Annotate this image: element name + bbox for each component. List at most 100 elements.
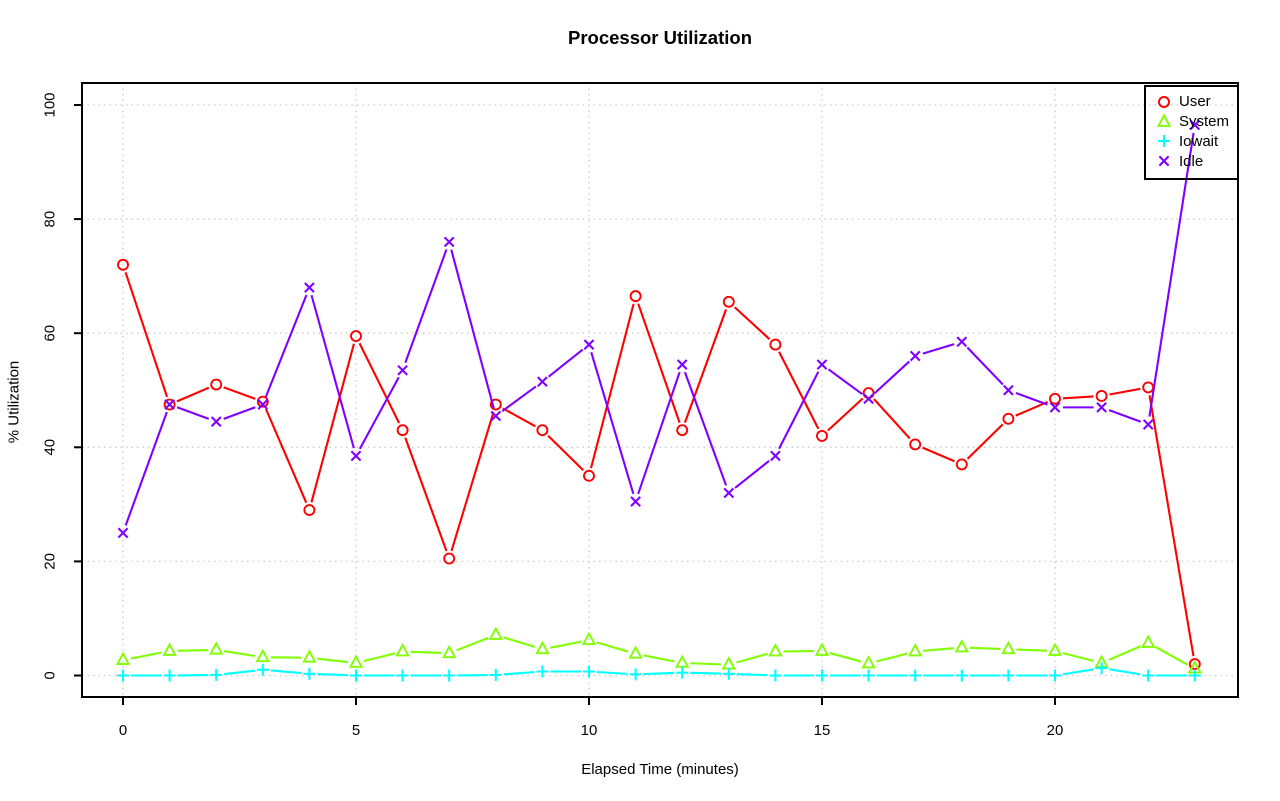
- series-idle: [117, 119, 1201, 539]
- y-tick-label: 20: [42, 553, 59, 570]
- plot-frame: [81, 82, 1239, 698]
- series-iowait-marker: [583, 665, 595, 678]
- series-idle-marker: [770, 450, 781, 462]
- series-user-marker: [1142, 381, 1155, 394]
- series-iowait-marker: [117, 669, 129, 682]
- legend-item-idle: Idle: [1155, 151, 1237, 171]
- series-idle-segment: [922, 343, 955, 355]
- legend-marker-user-icon: [1158, 95, 1170, 108]
- series-idle-marker: [117, 527, 129, 539]
- series-idle-segment: [310, 294, 355, 449]
- series-user-marker: [443, 552, 456, 565]
- x-tick-label: 15: [814, 722, 831, 739]
- x-tick-label: 0: [119, 722, 127, 739]
- series-idle-segment: [966, 346, 1004, 386]
- series-system-segment: [456, 636, 489, 652]
- series-iowait-marker: [443, 669, 456, 682]
- series-user-marker: [1049, 392, 1061, 405]
- series-user-segment: [966, 423, 1004, 460]
- legend-marker-user-glyph: [1158, 95, 1170, 108]
- y-tick-label: 0: [42, 671, 59, 679]
- series-idle-marker: [443, 236, 455, 248]
- series-idle-segment: [548, 348, 584, 378]
- series-user: [117, 258, 1201, 671]
- legend-label: System: [1179, 113, 1230, 131]
- series-system-marker: [768, 643, 783, 657]
- series-idle-marker: [397, 364, 408, 376]
- series-user-marker: [1002, 412, 1015, 425]
- series-user-segment: [223, 386, 256, 400]
- series-system-marker: [628, 645, 643, 659]
- series-idle-marker: [210, 416, 222, 427]
- series-iowait-segment: [224, 669, 255, 676]
- series-iowait-marker: [210, 668, 223, 681]
- series-iowait-marker: [955, 669, 968, 682]
- series-system-marker: [488, 626, 503, 640]
- series-system-segment: [223, 650, 256, 658]
- series-iowait-segment: [1109, 668, 1141, 676]
- series-system-marker: [814, 642, 830, 656]
- series-iowait-marker: [1188, 669, 1201, 682]
- series-iowait-marker: [909, 669, 922, 682]
- series-iowait-marker: [676, 666, 689, 679]
- series-user-segment: [1148, 395, 1195, 657]
- series-iowait-marker: [629, 668, 642, 681]
- series-iowait-marker: [1049, 669, 1061, 682]
- series-user-marker: [396, 424, 409, 437]
- legend-label: Iowait: [1179, 132, 1219, 150]
- series-user-marker: [163, 398, 176, 411]
- series-user-segment: [264, 408, 308, 504]
- series-system-segment: [130, 651, 162, 660]
- series-idle-marker: [1189, 119, 1201, 131]
- series-idle-marker: [630, 496, 641, 507]
- series-user-marker: [1188, 658, 1201, 671]
- series-idle-segment: [358, 376, 400, 450]
- series-system-marker: [861, 655, 876, 669]
- series-user-marker: [256, 395, 269, 408]
- y-tick-label: 60: [42, 325, 59, 342]
- series-system-marker: [1141, 634, 1156, 648]
- series-iowait-marker: [1002, 669, 1015, 682]
- series-idle-marker: [863, 393, 874, 405]
- series-idle-segment: [873, 360, 911, 395]
- series-idle-segment: [264, 294, 308, 398]
- series-iowait-segment: [503, 671, 535, 676]
- series-iowait-marker: [396, 669, 409, 682]
- y-tick-label: 40: [42, 439, 59, 456]
- series-system-segment: [736, 652, 768, 664]
- series-idle-segment: [1108, 409, 1142, 423]
- series-user-marker: [210, 378, 223, 391]
- series-idle-segment: [450, 249, 495, 409]
- series-iowait-segment: [317, 673, 349, 677]
- series-system-segment: [643, 654, 675, 663]
- legend-marker-iowait-glyph: [1158, 135, 1170, 148]
- legend: User System Iowait Idle: [1144, 85, 1239, 180]
- series-idle-segment: [1015, 392, 1048, 406]
- series-iowait-marker: [1095, 662, 1108, 675]
- series-system-segment: [317, 657, 349, 664]
- legend-item-system: System: [1155, 112, 1237, 132]
- series-idle-segment: [734, 460, 770, 489]
- series-system-segment: [596, 641, 629, 653]
- series-user-segment: [589, 303, 635, 469]
- chart-title: Processor Utilization: [567, 27, 752, 48]
- series-idle-segment: [223, 406, 256, 420]
- series-iowait-marker: [303, 667, 316, 680]
- series-system-segment: [503, 636, 536, 648]
- series-system-marker: [115, 651, 131, 665]
- series-idle-marker: [1049, 402, 1061, 413]
- series-system-marker: [954, 639, 969, 653]
- series-iowait-segment: [736, 673, 768, 677]
- series-system-marker: [442, 644, 457, 659]
- series-user-segment: [873, 398, 911, 440]
- series-idle-marker: [956, 336, 968, 348]
- series-idle-marker: [816, 359, 828, 370]
- series-system-marker: [581, 631, 597, 645]
- series-user-marker: [117, 258, 129, 271]
- series-idle-marker: [350, 450, 362, 462]
- legend-marker-idle-icon: [1158, 155, 1170, 167]
- series-user-marker: [909, 438, 922, 451]
- series-iowait-marker: [350, 669, 362, 682]
- series-system-segment: [1108, 645, 1142, 661]
